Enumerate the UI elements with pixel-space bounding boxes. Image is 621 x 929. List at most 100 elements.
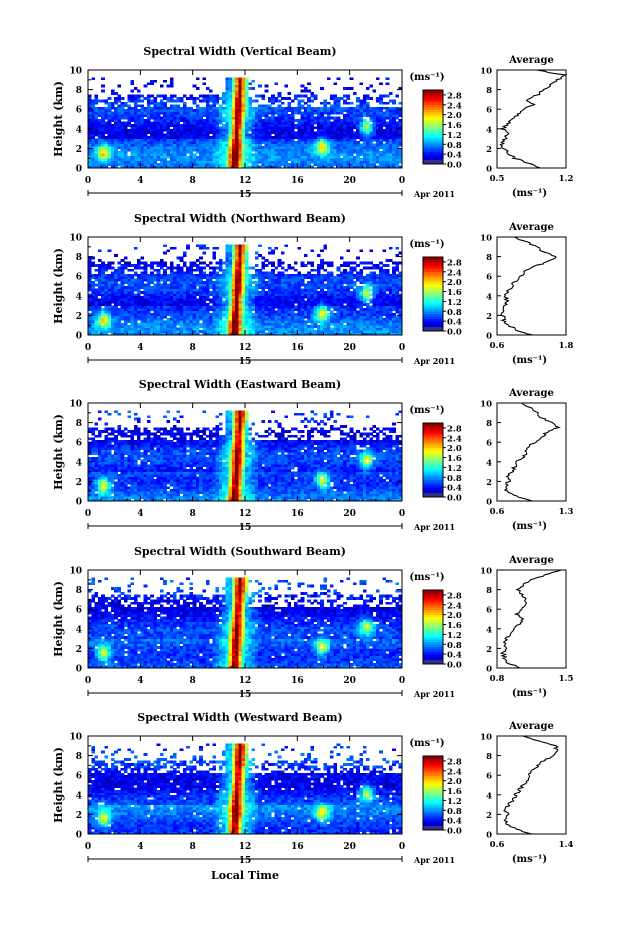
heatmap-cell <box>330 300 334 304</box>
heatmap-cell <box>349 136 354 139</box>
heatmap-cell <box>241 96 246 100</box>
heatmap-cell <box>225 244 230 248</box>
heatmap-cell <box>137 114 141 117</box>
heatmap-cell <box>271 128 275 132</box>
heatmap-cell <box>209 150 213 154</box>
heatmap-cell <box>245 84 249 88</box>
heatmap-cell <box>372 121 377 125</box>
heatmap-cell <box>316 310 321 314</box>
heatmap-cell <box>277 332 282 336</box>
heatmap-cell <box>310 123 315 127</box>
colorbar-segment <box>423 124 443 128</box>
heatmap-cell <box>137 266 141 270</box>
heatmap-cell <box>202 271 207 275</box>
heatmap-cell <box>274 99 279 103</box>
heatmap-cell <box>156 320 161 324</box>
heatmap-cell <box>140 126 144 130</box>
heatmap-cell <box>228 111 233 115</box>
colorbar-unit: (ms⁻¹) <box>409 72 444 83</box>
heatmap-cell <box>150 312 154 316</box>
heatmap-cell <box>146 109 151 113</box>
heatmap-cell <box>215 308 220 311</box>
heatmap-cell <box>199 145 203 149</box>
heatmap-cell <box>245 315 249 319</box>
heatmap-cell <box>143 268 148 272</box>
heatmap-cell <box>303 295 308 299</box>
heatmap-cell <box>218 305 223 309</box>
heatmap-cell <box>130 276 135 280</box>
heatmap-cell <box>320 330 324 333</box>
heatmap-cell <box>366 148 370 152</box>
heatmap-cell <box>313 286 318 289</box>
heatmap-cell <box>225 145 230 149</box>
heatmap-cell <box>313 305 318 309</box>
heatmap-cell <box>205 87 210 90</box>
heatmap-cell <box>228 273 233 277</box>
heatmap-cell <box>287 126 292 130</box>
heatmap-cell <box>264 298 269 302</box>
heatmap-cell <box>110 322 115 326</box>
heatmap-cell <box>159 138 164 142</box>
heatmap-cell <box>228 153 233 157</box>
heatmap-cell <box>238 160 243 164</box>
heatmap-cell <box>277 109 282 113</box>
heatmap-cell <box>159 160 164 164</box>
heatmap-cell <box>110 104 115 108</box>
heatmap-cell <box>186 165 190 169</box>
heatmap-cell <box>163 303 167 306</box>
heatmap-cell <box>326 158 331 162</box>
heatmap-cell <box>215 266 220 270</box>
heatmap-cell <box>326 111 331 115</box>
heatmap-cell <box>130 315 135 319</box>
heatmap-cell <box>294 106 298 110</box>
heatmap-cell <box>163 273 167 277</box>
heatmap-cell <box>310 325 315 329</box>
heatmap-cell <box>101 300 105 304</box>
heatmap-cell <box>189 317 194 321</box>
heatmap-cell <box>143 320 148 324</box>
heatmap-cell <box>258 327 262 331</box>
heatmap-cell <box>245 271 249 275</box>
heatmap-cell <box>169 133 174 137</box>
heatmap-cell <box>235 123 239 127</box>
heatmap-cell <box>245 325 249 329</box>
heatmap-cell <box>225 77 230 81</box>
heatmap-cell <box>346 87 351 90</box>
heatmap-cell <box>192 148 197 152</box>
heatmap-cell <box>258 121 262 125</box>
heatmap-cell <box>215 96 220 100</box>
heatmap-cell <box>245 320 249 324</box>
heatmap-cell <box>323 330 328 333</box>
heatmap-cell <box>313 288 318 292</box>
heatmap-cell <box>199 150 203 154</box>
heatmap-cell <box>284 158 288 162</box>
heatmap-cell <box>179 114 184 117</box>
heatmap-cell <box>97 111 102 115</box>
heatmap-cell <box>146 298 151 302</box>
heatmap-cell <box>346 133 351 137</box>
heatmap-cell <box>303 286 308 289</box>
heatmap-cell <box>91 320 95 324</box>
heatmap-cell <box>316 281 321 284</box>
heatmap-cell <box>199 143 203 147</box>
heatmap-cell <box>245 143 249 147</box>
heatmap-cell <box>316 158 321 162</box>
heatmap-cell <box>294 278 298 282</box>
heatmap-cell <box>274 276 279 280</box>
heatmap-cell <box>163 312 167 316</box>
heatmap-cell <box>330 148 334 152</box>
heatmap-cell <box>398 123 403 127</box>
heatmap-cell <box>222 136 226 139</box>
heatmap-cell <box>101 165 105 169</box>
heatmap-cell <box>231 109 236 113</box>
heatmap-cell <box>94 111 99 115</box>
heatmap-cell <box>280 114 285 117</box>
heatmap-cell <box>189 96 194 100</box>
heatmap-cell <box>277 320 282 324</box>
heatmap-cell <box>375 114 380 117</box>
heatmap-cell <box>88 148 92 152</box>
heatmap-cell <box>326 148 331 152</box>
heatmap-cell <box>297 276 301 280</box>
heatmap-cell <box>356 111 360 115</box>
heatmap-cell <box>287 266 292 270</box>
